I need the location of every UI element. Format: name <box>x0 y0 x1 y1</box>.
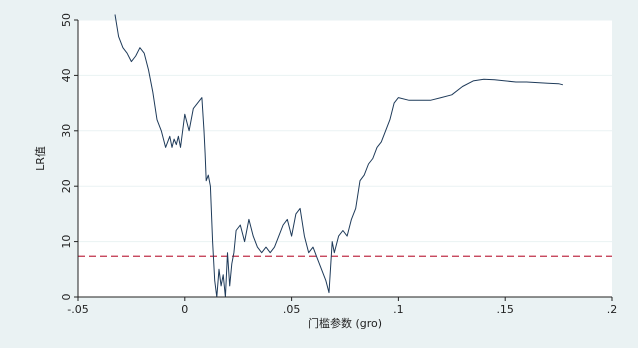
x-axis-label: 门槛参数 (gro) <box>308 316 382 330</box>
y-tick-label: 50 <box>60 13 73 27</box>
x-tick-label: .15 <box>496 303 514 316</box>
x-tick-label: .2 <box>607 303 618 316</box>
x-tick-label: .1 <box>393 303 404 316</box>
lr-series-line <box>114 14 564 298</box>
x-ticks: -.05 0 .05 .1 .15 .2 <box>67 297 617 316</box>
x-tick-label: .05 <box>283 303 301 316</box>
x-tick-label: 0 <box>181 303 188 316</box>
y-tick-label: 10 <box>60 235 73 249</box>
x-tick-label: -.05 <box>67 303 88 316</box>
y-tick-label: 20 <box>60 179 73 193</box>
plot-area <box>78 20 612 297</box>
y-tick-label: 0 <box>60 294 73 301</box>
axes <box>77 20 612 298</box>
y-tick-label: 40 <box>60 68 73 82</box>
y-axis-label: LR值 <box>34 146 47 171</box>
y-tick-label: 30 <box>60 124 73 138</box>
y-ticks: 0 10 20 30 40 50 <box>60 13 78 301</box>
series-group <box>114 14 564 298</box>
